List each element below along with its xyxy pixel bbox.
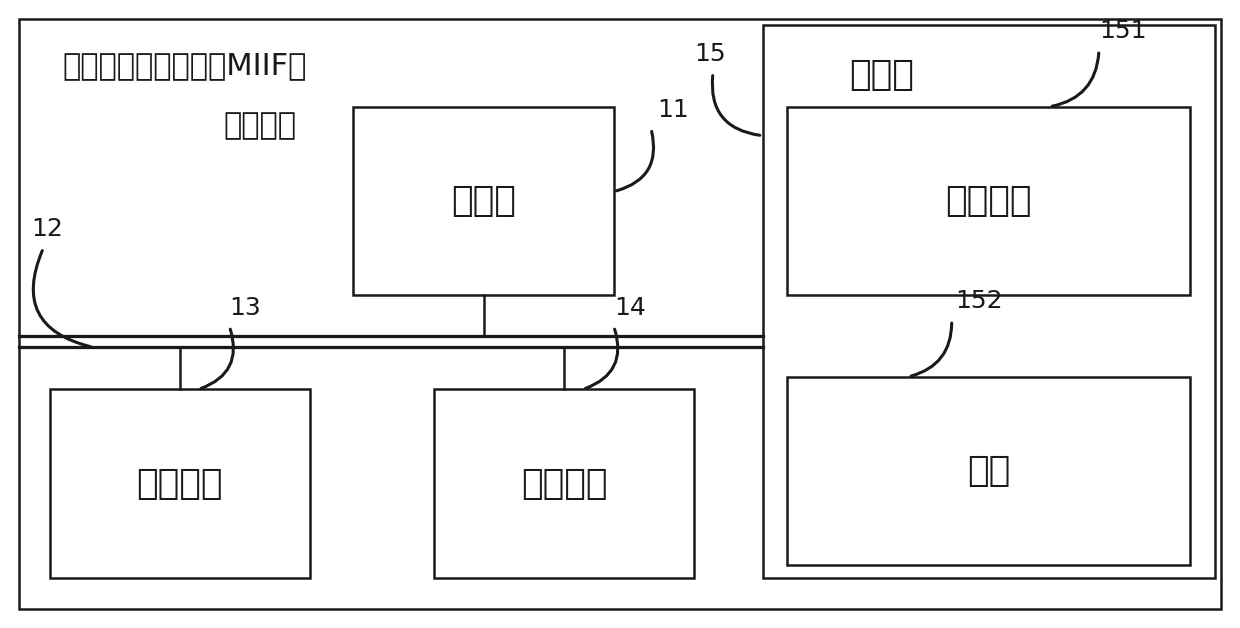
Text: 151: 151 <box>1099 19 1147 43</box>
Bar <box>763 25 1215 578</box>
Text: 14: 14 <box>614 296 646 320</box>
Text: 定电流定电压控制下MIIF的: 定电流定电压控制下MIIF的 <box>62 51 306 80</box>
Text: 用户接口: 用户接口 <box>136 467 223 501</box>
Text: 152: 152 <box>956 290 1003 313</box>
Bar <box>787 107 1190 295</box>
Bar <box>353 107 614 295</box>
Text: 存储器: 存储器 <box>849 58 914 92</box>
Text: 11: 11 <box>657 98 689 122</box>
Text: 处理器: 处理器 <box>451 184 516 218</box>
Text: 15: 15 <box>694 42 727 66</box>
Text: 操作系统: 操作系统 <box>946 184 1032 218</box>
Bar <box>50 389 310 578</box>
Text: 12: 12 <box>31 217 63 241</box>
Bar <box>434 389 694 578</box>
Bar <box>787 377 1190 565</box>
Text: 网络接口: 网络接口 <box>521 467 608 501</box>
Text: 程序: 程序 <box>967 454 1011 488</box>
Text: 13: 13 <box>229 296 262 320</box>
Text: 分析设备: 分析设备 <box>223 111 296 140</box>
